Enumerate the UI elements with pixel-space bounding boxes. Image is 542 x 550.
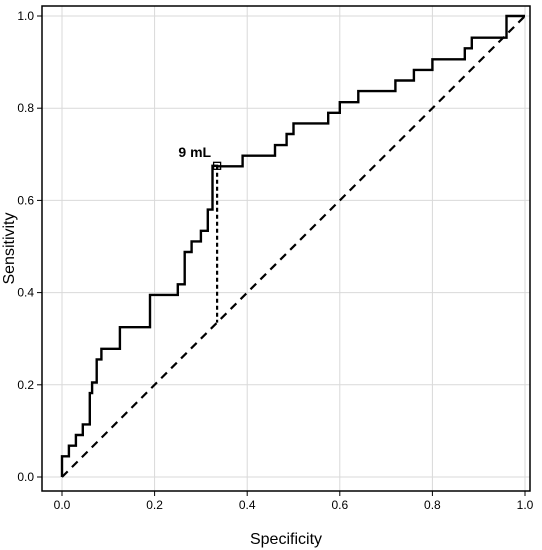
y-tick-label: 1.0 (17, 9, 34, 23)
x-tick-label: 1.0 (517, 498, 534, 512)
roc-curve-line (60, 14, 525, 477)
x-tick-label: 0.2 (146, 498, 163, 512)
reference-diagonal-line (61, 15, 526, 478)
x-tick-label: 0.4 (239, 498, 256, 512)
series-layer (60, 14, 526, 478)
cutoff-annotation: 9 mL (178, 144, 211, 160)
plot-frame (41, 5, 531, 492)
y-tick-label: 0.4 (17, 286, 34, 300)
y-tick-label: 0.2 (17, 378, 34, 392)
x-axis-label: Specificity (250, 531, 322, 548)
x-tick-label: 0.0 (54, 498, 71, 512)
x-tick-label: 0.6 (331, 498, 348, 512)
annotation-layer: 9 mL (178, 144, 222, 170)
y-tick-label: 0.0 (17, 470, 34, 484)
x-axis-ticks: 0.0 0.2 0.4 0.6 0.8 1.0 (54, 491, 534, 512)
cutoff-point-marker (212, 161, 222, 170)
y-axis-label: Sensitivity (1, 212, 18, 284)
x-tick-label: 0.8 (424, 498, 441, 512)
y-tick-label: 0.6 (17, 193, 34, 207)
y-axis-ticks: 0.0 0.2 0.4 0.6 0.8 1.0 (17, 9, 42, 484)
grid-lines (42, 6, 530, 491)
y-tick-label: 0.8 (17, 101, 34, 115)
